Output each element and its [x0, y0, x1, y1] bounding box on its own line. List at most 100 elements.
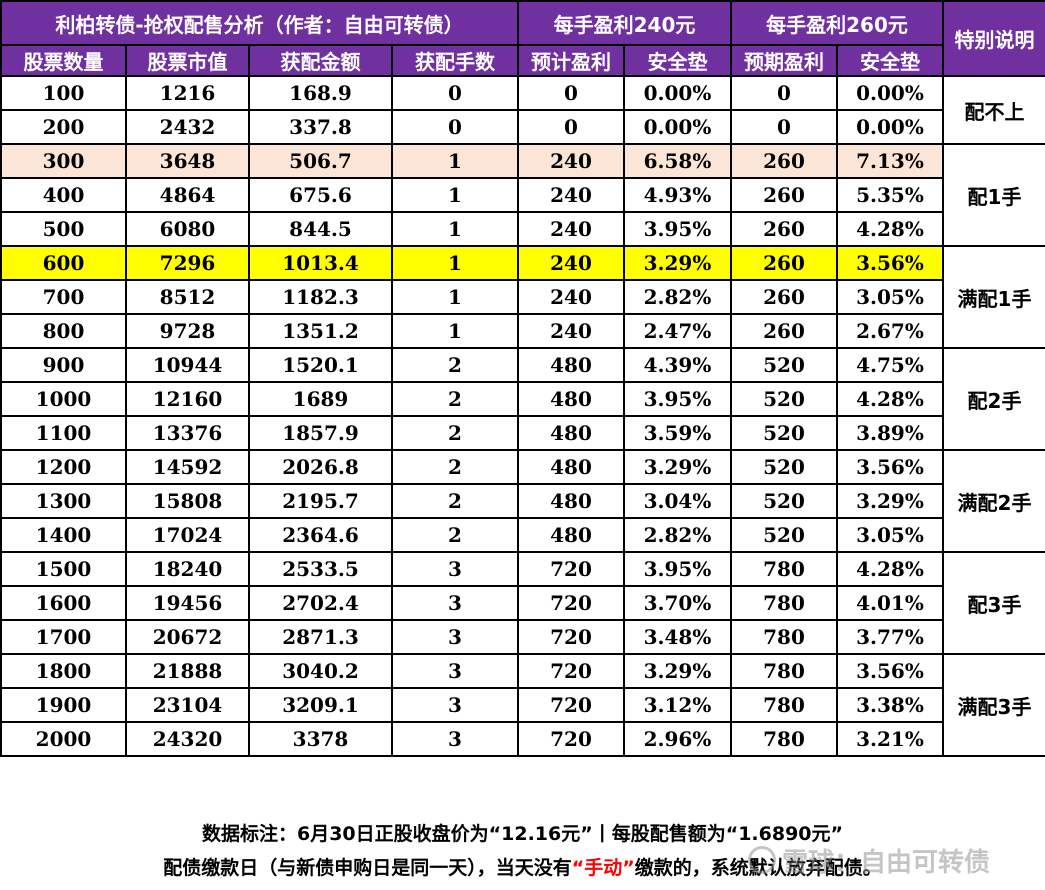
cell-market-value: 10944	[125, 347, 250, 383]
cell-allotted-lots: 1	[391, 279, 519, 315]
table-row: 1100 13376 1857.9 2 480 3.59% 520 3.89%	[0, 415, 1045, 451]
cell-market-value: 4864	[125, 177, 250, 213]
cell-expected-profit-260: 0	[730, 109, 838, 145]
cell-expected-profit-260: 260	[730, 279, 838, 315]
cell-safety-margin-240: 3.29%	[623, 449, 732, 485]
cell-expected-profit-260: 780	[730, 585, 838, 621]
cell-safety-margin-260: 3.29%	[836, 483, 944, 519]
cell-expected-profit-260: 260	[730, 313, 838, 349]
cell-allotted-amount: 168.9	[248, 75, 393, 111]
cell-allotted-amount: 2533.5	[248, 551, 393, 587]
cell-market-value: 18240	[125, 551, 250, 587]
cell-expected-profit-260: 260	[730, 143, 838, 179]
table-row: 1900 23104 3209.1 3 720 3.12% 780 3.38%	[0, 687, 1045, 723]
cell-shares: 1000	[0, 381, 127, 417]
cell-allotted-lots: 1	[391, 177, 519, 213]
cell-expected-profit-260: 780	[730, 653, 838, 689]
cell-expected-profit-240: 720	[517, 721, 625, 757]
cell-safety-margin-260: 4.75%	[836, 347, 944, 383]
cell-safety-margin-260: 3.77%	[836, 619, 944, 655]
table-row: 200 2432 337.8 0 0 0.00% 0 0.00%	[0, 109, 1045, 145]
cell-allotted-amount: 1520.1	[248, 347, 393, 383]
cell-market-value: 14592	[125, 449, 250, 485]
cell-expected-profit-260: 780	[730, 551, 838, 587]
cell-expected-profit-260: 260	[730, 211, 838, 247]
cell-expected-profit-240: 240	[517, 143, 625, 179]
table-row: 1700 20672 2871.3 3 720 3.48% 780 3.77%	[0, 619, 1045, 655]
footer-line-payment: 配债缴款日（与新债申购日是同一天），当天没有“手动”缴款的，系统默认放弃配债。	[0, 853, 1045, 880]
table-title: 利柏转债-抢权配售分析（作者：自由可转债）	[0, 0, 519, 46]
cell-safety-margin-240: 3.12%	[623, 687, 732, 723]
cell-shares: 1900	[0, 687, 127, 723]
cell-expected-profit-240: 240	[517, 245, 625, 281]
cell-expected-profit-240: 720	[517, 551, 625, 587]
cell-safety-margin-240: 4.39%	[623, 347, 732, 383]
cell-safety-margin-260: 3.56%	[836, 653, 944, 689]
cell-allotted-amount: 675.6	[248, 177, 393, 213]
cell-safety-margin-260: 7.13%	[836, 143, 944, 179]
table-body: 100 1216 168.9 0 0 0.00% 0 0.00% 配不上 200 2432 337.8…	[0, 75, 1045, 757]
cell-market-value: 13376	[125, 415, 250, 451]
cell-shares: 1100	[0, 415, 127, 451]
cell-safety-margin-260: 3.38%	[836, 687, 944, 723]
cell-safety-margin-240: 2.82%	[623, 279, 732, 315]
cell-allotted-amount: 3040.2	[248, 653, 393, 689]
cell-market-value: 6080	[125, 211, 250, 247]
cell-expected-profit-240: 720	[517, 653, 625, 689]
cell-safety-margin-240: 3.04%	[623, 483, 732, 519]
special-note-header: 特别说明	[942, 0, 1045, 77]
cell-allotted-amount: 2364.6	[248, 517, 393, 553]
cell-safety-margin-260: 4.28%	[836, 211, 944, 247]
cell-market-value: 24320	[125, 721, 250, 757]
special-note-cell: 满配2手	[942, 449, 1045, 553]
cell-expected-profit-260: 520	[730, 517, 838, 553]
allotment-table: 利柏转债-抢权配售分析（作者：自由可转债） 每手盈利240元 每手盈利260元 …	[0, 0, 1045, 757]
cell-expected-profit-240: 480	[517, 415, 625, 451]
cell-allotted-lots: 0	[391, 75, 519, 111]
cell-market-value: 7296	[125, 245, 250, 281]
cell-allotted-amount: 1351.2	[248, 313, 393, 349]
footer-line-price: 数据标注：6月30日正股收盘价为“12.16元”丨每股配售额为“1.6890元”	[201, 823, 844, 845]
table-row: 1600 19456 2702.4 3 720 3.70% 780 4.01%	[0, 585, 1045, 621]
cell-allotted-amount: 2026.8	[248, 449, 393, 485]
special-note-cell: 配2手	[942, 347, 1045, 451]
group-header-260: 每手盈利260元	[730, 0, 944, 46]
footer-notes: 数据标注：6月30日正股收盘价为“12.16元”丨每股配售额为“1.6890元”…	[0, 807, 1045, 890]
col-header-expected-profit-240: 预计盈利	[517, 44, 625, 77]
cell-allotted-lots: 1	[391, 245, 519, 281]
cell-market-value: 20672	[125, 619, 250, 655]
cell-allotted-lots: 1	[391, 211, 519, 247]
cell-safety-margin-240: 0.00%	[623, 75, 732, 111]
cell-shares: 1700	[0, 619, 127, 655]
col-header-allotted-lots: 获配手数	[391, 44, 519, 77]
cell-safety-margin-260: 4.28%	[836, 551, 944, 587]
cell-expected-profit-260: 520	[730, 347, 838, 383]
cell-shares: 2000	[0, 721, 127, 757]
cell-safety-margin-240: 3.95%	[623, 551, 732, 587]
cell-expected-profit-240: 480	[517, 347, 625, 383]
cell-allotted-lots: 2	[391, 517, 519, 553]
cell-expected-profit-240: 240	[517, 313, 625, 349]
cell-shares: 300	[0, 143, 127, 179]
cell-safety-margin-260: 3.89%	[836, 415, 944, 451]
cell-allotted-lots: 2	[391, 415, 519, 451]
cell-safety-margin-240: 3.29%	[623, 245, 732, 281]
cell-allotted-amount: 3209.1	[248, 687, 393, 723]
cell-market-value: 12160	[125, 381, 250, 417]
cell-allotted-amount: 337.8	[248, 109, 393, 145]
cell-allotted-amount: 2195.7	[248, 483, 393, 519]
cell-safety-margin-240: 3.95%	[623, 381, 732, 417]
cell-shares: 1800	[0, 653, 127, 689]
col-header-safety-margin-260: 安全垫	[836, 44, 944, 77]
cell-expected-profit-260: 520	[730, 449, 838, 485]
cell-market-value: 2432	[125, 109, 250, 145]
cell-expected-profit-240: 480	[517, 483, 625, 519]
cell-allotted-lots: 1	[391, 313, 519, 349]
cell-shares: 1400	[0, 517, 127, 553]
cell-market-value: 3648	[125, 143, 250, 179]
footer-line-payment-end: 缴款的，系统默认放弃配债。	[634, 857, 882, 879]
cell-allotted-amount: 1013.4	[248, 245, 393, 281]
cell-expected-profit-260: 780	[730, 687, 838, 723]
cell-expected-profit-240: 720	[517, 619, 625, 655]
cell-safety-margin-240: 0.00%	[623, 109, 732, 145]
